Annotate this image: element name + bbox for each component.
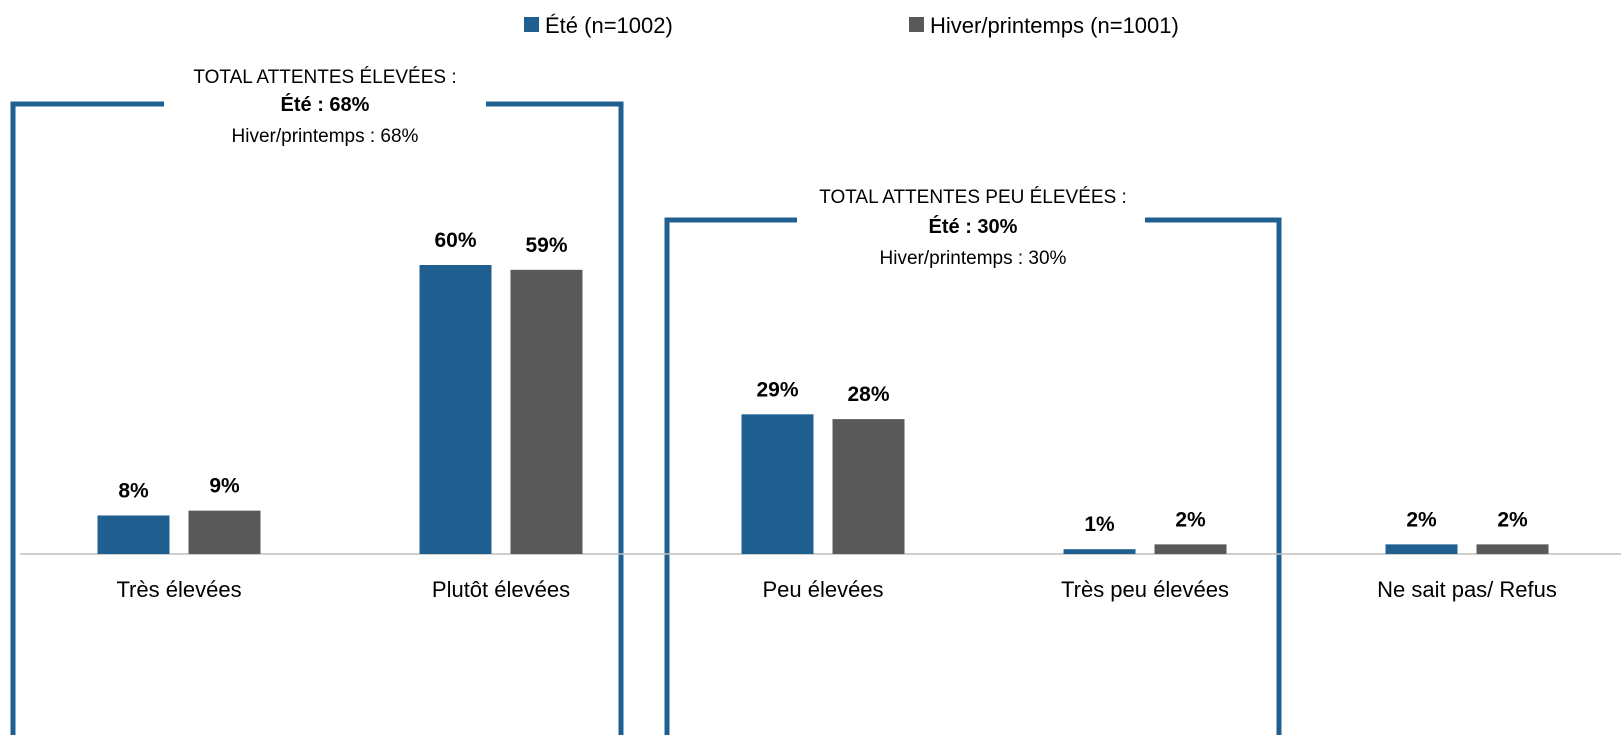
grouping-bracket-peu-eleve: TOTAL ATTENTES PEU ÉLEVÉES : Été : 30% H…	[664, 187, 1282, 735]
category-label-tres-peu-elevees: Très peu élevées	[1061, 577, 1229, 602]
data-label-peu-elevees-ete: 29%	[756, 378, 798, 401]
data-label-plutot-elevees-hiver-printemps: 59%	[525, 234, 567, 257]
data-label-peu-elevees-hiver-printemps: 28%	[847, 383, 889, 406]
data-label-tres-peu-elevees-ete: 1%	[1084, 513, 1115, 536]
bar-peu-elevees-ete	[741, 414, 814, 554]
category-labels-layer: Très élevées Plutôt élevées Peu élevées Trè…	[116, 577, 1556, 602]
bar-plutot-elevees-ete	[419, 265, 492, 554]
data-label-tres-peu-elevees-hiver-printemps: 2%	[1175, 508, 1206, 531]
bar-plutot-elevees-hiver-printemps	[510, 269, 583, 554]
data-label-ne-sait-pas-refus-hiver-printemps: 2%	[1497, 508, 1528, 531]
grouping-bracket-eleve: TOTAL ATTENTES ÉLEVÉES : Été : 68% Hiver…	[10, 67, 624, 735]
legend: Été (n=1002) Hiver/printemps (n=1001)	[524, 13, 1179, 38]
group-total-ete-peu-eleve: Été : 30%	[929, 215, 1018, 238]
legend-label-hiver-printemps: Hiver/printemps (n=1001)	[930, 13, 1179, 38]
bar-tres-peu-elevees-hiver-printemps	[1154, 544, 1227, 554]
data-label-tres-elevees-ete: 8%	[118, 479, 149, 502]
bracket-line-peu-eleve	[664, 217, 1282, 735]
legend-swatch-ete	[524, 17, 539, 32]
bracket-line-eleve	[10, 101, 624, 735]
bar-tres-elevees-ete	[97, 515, 170, 554]
bars-layer	[97, 265, 1549, 554]
data-label-plutot-elevees-ete: 60%	[434, 229, 476, 252]
bar-peu-elevees-hiver-printemps	[832, 419, 905, 554]
bar-tres-elevees-hiver-printemps	[188, 510, 261, 554]
group-title-peu-eleve: TOTAL ATTENTES PEU ÉLEVÉES :	[819, 187, 1127, 208]
legend-label-ete: Été (n=1002)	[545, 13, 673, 38]
bar-ne-sait-pas-refus-ete	[1385, 544, 1458, 554]
data-label-ne-sait-pas-refus-ete: 2%	[1406, 508, 1437, 531]
group-total-hiver-peu-eleve: Hiver/printemps : 30%	[880, 248, 1067, 269]
bar-tres-peu-elevees-ete	[1063, 549, 1136, 554]
category-label-ne-sait-pas-refus: Ne sait pas/ Refus	[1377, 577, 1557, 602]
category-label-tres-elevees: Très élevées	[116, 577, 241, 602]
data-label-tres-elevees-hiver-printemps: 9%	[209, 475, 240, 498]
legend-swatch-hiver-printemps	[909, 17, 924, 32]
bar-ne-sait-pas-refus-hiver-printemps	[1476, 544, 1549, 554]
group-total-ete-eleve: Été : 68%	[281, 93, 370, 116]
category-label-peu-elevees: Peu élevées	[762, 577, 883, 602]
data-labels-layer: 8% 9% 60% 59% 29% 28% 1% 2% 2% 2%	[118, 229, 1528, 536]
group-title-eleve: TOTAL ATTENTES ÉLEVÉES :	[193, 67, 456, 88]
group-total-hiver-eleve: Hiver/printemps : 68%	[232, 126, 419, 147]
category-label-plutot-elevees: Plutôt élevées	[432, 577, 570, 602]
